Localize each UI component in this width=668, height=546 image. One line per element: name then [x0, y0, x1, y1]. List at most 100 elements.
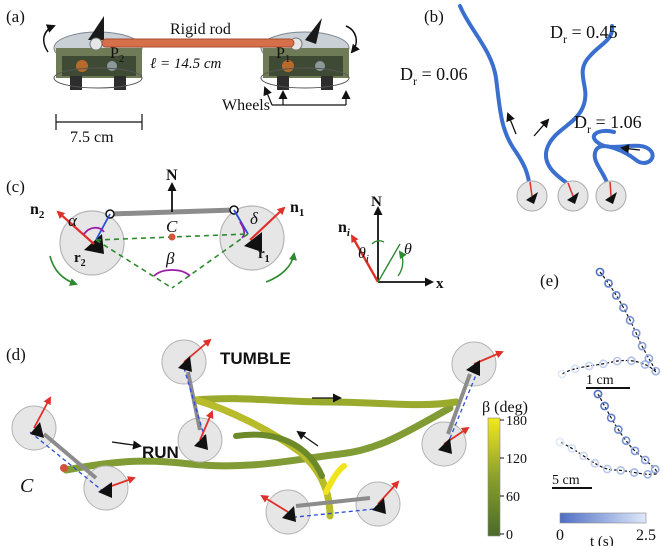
trajectory-dot: [651, 366, 661, 376]
center-point: [168, 233, 176, 241]
trace-label-2: Dr = 1.06: [574, 112, 642, 136]
trajectory-dot: [640, 455, 650, 465]
center-label: C: [166, 217, 178, 236]
trajectory-dot: [595, 267, 605, 277]
theta-i-label: θ: [358, 245, 366, 262]
colorbar-beta-title: β (deg): [482, 399, 528, 416]
trajectory-dot: [629, 468, 639, 477]
normal-label: N: [166, 167, 178, 184]
colorbar-tick-180: 180: [506, 414, 527, 429]
trajectory-dot: [619, 303, 628, 313]
n2-arrow: [56, 210, 95, 245]
trajectory-dot: [644, 354, 654, 363]
trajectory-dot: [570, 364, 580, 374]
trace-dr-1.06: [592, 129, 655, 192]
wheels-label: Wheels: [222, 97, 270, 114]
trajectory-dot: [630, 446, 640, 456]
scale-bar-1-label: 1 cm: [586, 373, 614, 388]
colorbar-tick-120: 120: [506, 452, 527, 467]
p1-sub: 1: [285, 53, 291, 65]
trajectory-dot: [606, 413, 616, 423]
r1-label: r: [258, 246, 265, 262]
trajectory-dot: [598, 359, 608, 369]
panel-e-label: (e): [540, 271, 559, 290]
reference-frame: [350, 206, 434, 287]
beta-label: β: [165, 249, 175, 268]
svg-text:n1: n1: [290, 199, 304, 219]
trail-run: [62, 404, 454, 474]
svg-text:θi: θi: [358, 245, 369, 265]
colorbar-beta: [487, 417, 504, 537]
robot-left-photo: [53, 16, 143, 90]
panel-c-label: (c): [6, 177, 25, 196]
rod-label: Rigid rod: [170, 21, 231, 38]
trajectory-dot: [604, 278, 613, 288]
panel-b-label: (b): [424, 7, 444, 26]
svg-text:P2: P2: [110, 45, 124, 65]
rotation-arrow-right: [345, 25, 360, 54]
trajectory-dot: [600, 401, 609, 411]
alpha-label: α: [68, 211, 78, 230]
robot-pairs: [11, 338, 504, 535]
robot-right-photo: [260, 18, 350, 90]
panel-b: (b) Dr = 0.06 Dr = 0.45 Dr = 1.06: [400, 4, 655, 212]
r2-label: r: [74, 250, 81, 266]
svg-text:r2: r2: [74, 250, 86, 269]
svg-text:n2: n2: [30, 201, 45, 221]
trajectory-dot: [557, 369, 567, 379]
trajectory-dot: [612, 356, 622, 366]
colorbar-tick-60: 60: [506, 490, 520, 505]
p1-label: P: [276, 45, 285, 62]
trace-label-1: Dr = 0.45: [550, 22, 618, 46]
trajectory-dot: [627, 356, 636, 366]
trajectory-dot: [555, 437, 565, 447]
panel-b-robots: [516, 180, 627, 212]
panel-e: (e) 1 cm 5 cm 0 2.5 t (s): [540, 267, 661, 546]
width-label: 7.5 cm: [70, 129, 114, 146]
center-point-d: [60, 464, 68, 472]
svg-text:r1: r1: [258, 246, 270, 265]
trajectory-dot: [643, 469, 653, 479]
panel-a: (a) Rigid rod: [6, 7, 360, 146]
colorbar-time-max: 2.5: [636, 527, 656, 544]
theta-label: θ: [404, 241, 412, 258]
colorbar-tick-0: 0: [506, 528, 513, 543]
rigid-rod: [101, 38, 295, 48]
frame-n-label: N: [371, 194, 382, 210]
frame-x-label: x: [436, 276, 444, 292]
trajectory-dot: [593, 389, 603, 399]
length-label: ℓ = 14.5 cm: [150, 56, 222, 72]
trail-upper: [192, 395, 460, 409]
trace-label-0: Dr = 0.06: [400, 64, 468, 88]
trajectory-dot: [611, 290, 621, 300]
trajectory-dot: [650, 464, 660, 474]
n1-arrow: [249, 206, 286, 241]
panel-d-label: (d): [6, 345, 26, 364]
trajectory-dot: [625, 315, 635, 325]
colorbar-time: [559, 512, 647, 524]
colorbar-time-title: t (s): [590, 534, 614, 546]
trajectory-dot: [621, 436, 631, 446]
trajectory-dot: [640, 360, 650, 369]
trajectory-dot: [584, 361, 594, 371]
panel-a-label: (a): [6, 7, 25, 26]
p2-label: P: [110, 45, 119, 62]
p2-sub: 2: [119, 53, 125, 65]
tumble-label: TUMBLE: [220, 349, 291, 368]
trajectory-dot: [613, 425, 623, 434]
trajectory-dot: [579, 451, 588, 461]
trajectory-dot: [602, 464, 612, 474]
svg-text:ni: ni: [338, 219, 351, 239]
trace-dr-0.06: [458, 4, 532, 190]
trajectory-dots: [555, 267, 661, 479]
trajectory-dot: [616, 465, 626, 475]
trajectory-dot: [637, 341, 647, 351]
center-label-d: C: [20, 475, 34, 497]
delta-label: δ: [250, 209, 259, 228]
ni-label: n: [338, 219, 347, 236]
n1-label: n: [290, 199, 299, 216]
scale-bar-2-label: 5 cm: [552, 473, 580, 488]
trajectory-dot: [590, 458, 600, 468]
